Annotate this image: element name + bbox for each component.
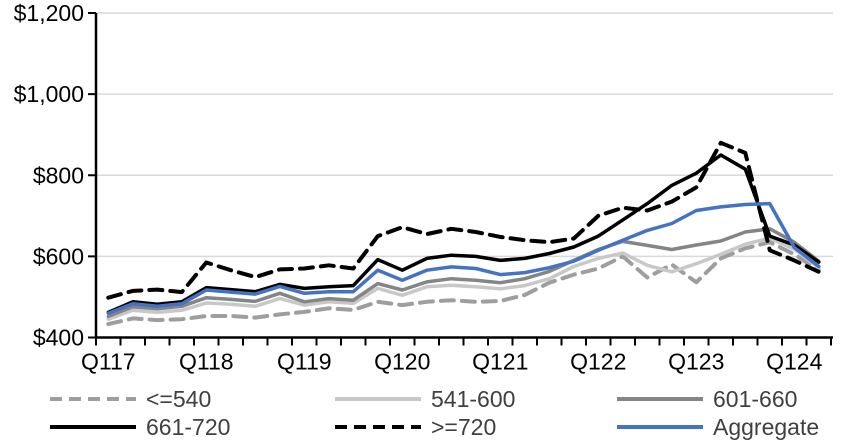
series-line--540 xyxy=(106,240,821,327)
x-axis-label: Q119 xyxy=(277,349,332,375)
series-line-541-600 xyxy=(106,236,821,321)
legend-item--720: >=720 xyxy=(333,414,496,440)
legend-swatch-icon xyxy=(50,425,136,429)
legend-item-541-600: 541-600 xyxy=(333,386,515,412)
legend-item-aggregate: Aggregate xyxy=(615,414,819,440)
legend-label: 601-660 xyxy=(713,385,798,412)
x-axis-label: Q124 xyxy=(766,349,822,375)
x-axis-label: Q118 xyxy=(179,349,234,375)
legend-label: Aggregate xyxy=(713,413,820,440)
legend-swatch-icon xyxy=(617,397,703,401)
legend-swatch-icon xyxy=(335,425,421,429)
series-line-661-720 xyxy=(106,153,821,315)
legend-item--540: <=540 xyxy=(48,386,211,412)
series-line-aggregate xyxy=(106,201,821,315)
legend-label: 661-720 xyxy=(146,413,231,440)
legend-item-601-660: 601-660 xyxy=(615,386,797,412)
y-axis-label: $600 xyxy=(33,243,84,269)
y-axis-label: $1,200 xyxy=(14,0,84,26)
legend-swatch-icon xyxy=(617,425,703,429)
legend-swatch-icon xyxy=(335,397,421,401)
x-axis-label: Q120 xyxy=(374,349,430,375)
x-axis-label: Q122 xyxy=(570,349,626,375)
series-line--720 xyxy=(106,140,821,300)
y-axis-label: $400 xyxy=(33,325,84,351)
legend-label: >=720 xyxy=(431,413,497,440)
y-axis-label: $800 xyxy=(33,162,84,188)
series-line-601-660 xyxy=(106,227,821,319)
legend-item-661-720: 661-720 xyxy=(48,414,230,440)
legend-label: <=540 xyxy=(146,385,212,412)
chart-legend: <=540 541-600 601-660 661-720 >=720 Aggregate xyxy=(0,383,852,441)
x-axis-label: Q117 xyxy=(81,349,136,375)
legend-label: 541-600 xyxy=(431,385,516,412)
legend-swatch-icon xyxy=(50,397,136,401)
y-axis-label: $1,000 xyxy=(14,81,84,107)
x-axis-label: Q123 xyxy=(668,349,724,375)
x-axis-label: Q121 xyxy=(472,349,528,375)
